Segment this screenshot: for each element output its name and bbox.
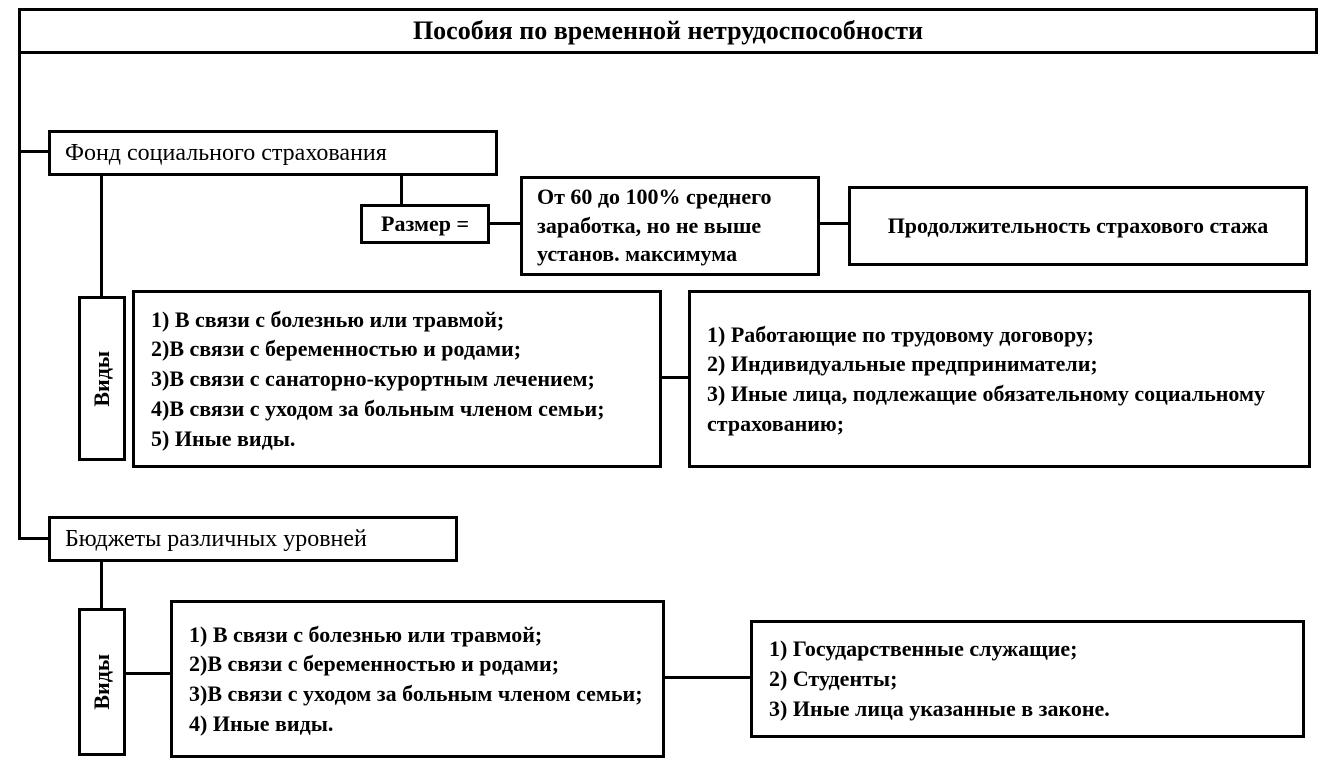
list-item: 2) Индивидуальные предприниматели; bbox=[707, 349, 1098, 379]
connector-line bbox=[126, 672, 170, 675]
branch2-label-box: Бюджеты различных уровней bbox=[48, 516, 458, 562]
connector-line bbox=[662, 376, 688, 379]
branch2-persons-list-box: 1) Государственные служащие; 2) Студенты… bbox=[750, 620, 1305, 738]
list-item: 3) Иные лица, подлежащие обязательному с… bbox=[707, 379, 1292, 438]
list-item: 4) Иные виды. bbox=[189, 709, 333, 739]
branch1-types-list-box: 1) В связи с болезнью или травмой; 2)В с… bbox=[132, 290, 662, 468]
connector-line bbox=[18, 54, 21, 540]
duration-box: Продолжительность страхового стажа bbox=[848, 186, 1308, 266]
connector-line bbox=[100, 176, 103, 296]
title-text: Пособия по временной нетрудоспособности bbox=[413, 16, 923, 46]
connector-line bbox=[400, 176, 403, 204]
title-box: Пособия по временной нетрудоспособности bbox=[18, 8, 1318, 54]
branch1-persons-list-box: 1) Работающие по трудовому договору; 2) … bbox=[688, 290, 1311, 468]
size-desc-box: От 60 до 100% среднего заработка, но не … bbox=[520, 176, 820, 276]
size-label-box: Размер = bbox=[360, 204, 490, 244]
list-item: 1) Государственные служащие; bbox=[769, 634, 1077, 664]
branch2-types-list-box: 1) В связи с болезнью или травмой; 2)В с… bbox=[170, 600, 665, 758]
connector-line bbox=[100, 562, 103, 608]
branch2-types-label: Виды bbox=[89, 654, 115, 710]
list-item: 3)В связи с уходом за больным членом сем… bbox=[189, 679, 643, 709]
list-item: 4)В связи с уходом за больным членом сем… bbox=[151, 394, 605, 424]
list-item: 2) Студенты; bbox=[769, 664, 897, 694]
list-item: 1) В связи с болезнью или травмой; bbox=[151, 305, 504, 335]
size-desc-text: От 60 до 100% среднего заработка, но не … bbox=[537, 183, 803, 269]
branch2-types-label-box: Виды bbox=[78, 608, 126, 756]
list-item: 2)В связи с беременностью и родами; bbox=[189, 649, 559, 679]
connector-line bbox=[490, 222, 520, 225]
duration-text: Продолжительность страхового стажа bbox=[888, 212, 1269, 241]
branch2-label: Бюджеты различных уровней bbox=[65, 526, 367, 553]
list-item: 3)В связи с санаторно-курортным лечением… bbox=[151, 364, 595, 394]
connector-line bbox=[18, 537, 48, 540]
list-item: 2)В связи с беременностью и родами; bbox=[151, 334, 521, 364]
branch1-types-label-box: Виды bbox=[78, 296, 126, 461]
connector-line bbox=[820, 222, 848, 225]
branch1-types-label: Виды bbox=[89, 351, 115, 407]
list-item: 3) Иные лица указанные в законе. bbox=[769, 694, 1110, 724]
branch1-label-box: Фонд социального страхования bbox=[48, 130, 498, 176]
list-item: 1) Работающие по трудовому договору; bbox=[707, 320, 1094, 350]
list-item: 5) Иные виды. bbox=[151, 424, 295, 454]
connector-line bbox=[665, 676, 750, 679]
branch1-label: Фонд социального страхования bbox=[65, 140, 387, 167]
list-item: 1) В связи с болезнью или травмой; bbox=[189, 620, 542, 650]
connector-line bbox=[18, 150, 48, 153]
size-label: Размер = bbox=[381, 211, 469, 237]
